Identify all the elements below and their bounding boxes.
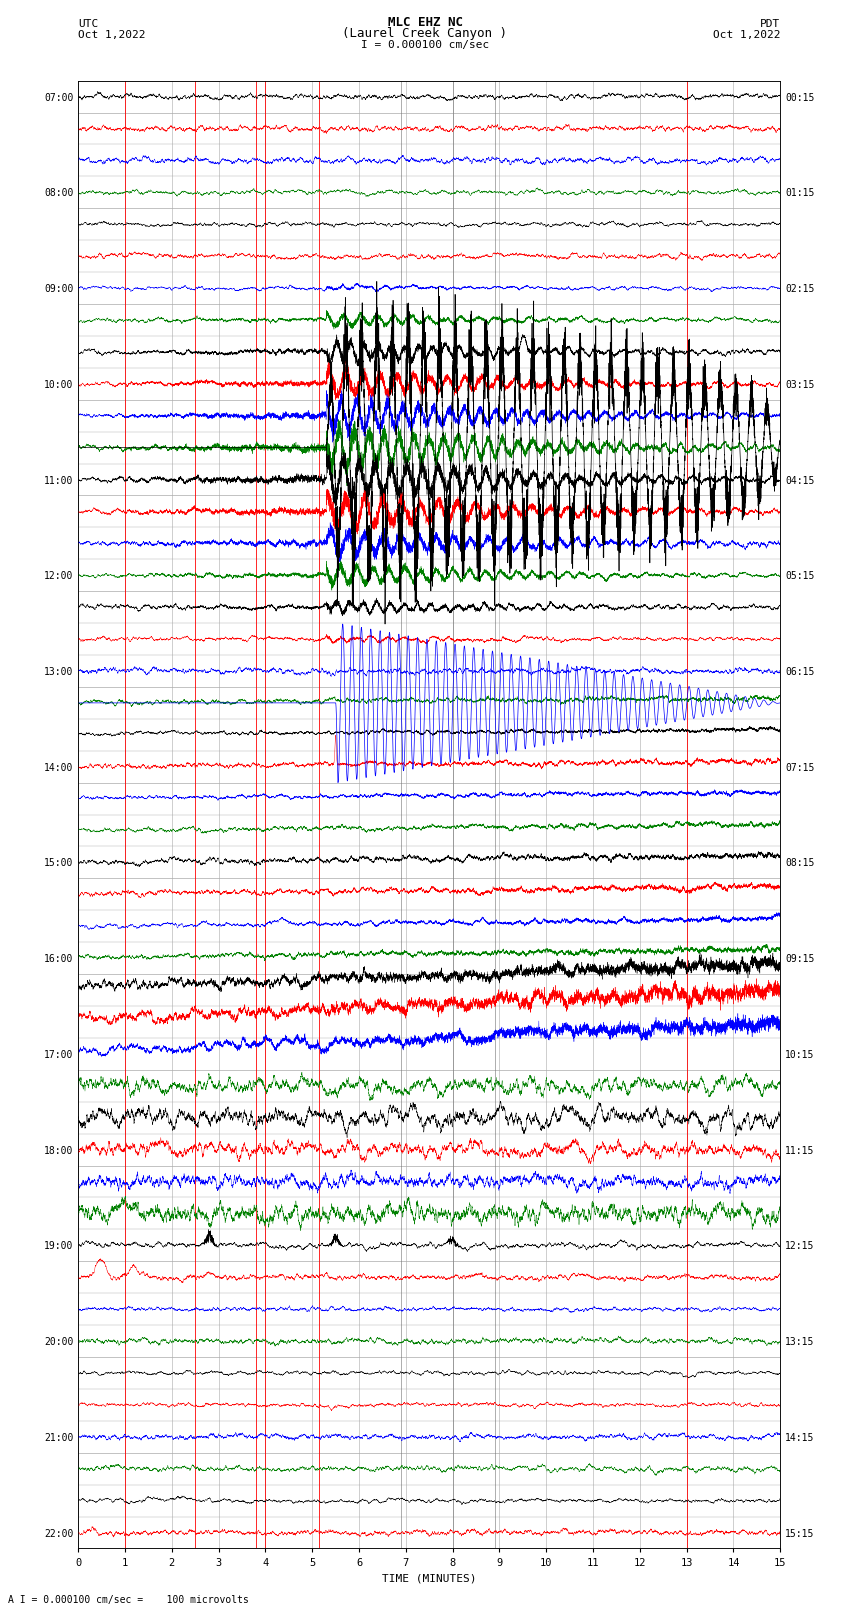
Text: Oct 1,2022: Oct 1,2022 xyxy=(78,29,145,39)
X-axis label: TIME (MINUTES): TIME (MINUTES) xyxy=(382,1573,477,1582)
Text: I = 0.000100 cm/sec: I = 0.000100 cm/sec xyxy=(361,40,489,50)
Text: Oct 1,2022: Oct 1,2022 xyxy=(713,29,780,39)
Text: PDT: PDT xyxy=(760,19,780,29)
Text: MLC EHZ NC: MLC EHZ NC xyxy=(388,16,462,29)
Text: UTC: UTC xyxy=(78,19,99,29)
Text: (Laurel Creek Canyon ): (Laurel Creek Canyon ) xyxy=(343,26,507,39)
Text: A I = 0.000100 cm/sec =    100 microvolts: A I = 0.000100 cm/sec = 100 microvolts xyxy=(8,1595,249,1605)
